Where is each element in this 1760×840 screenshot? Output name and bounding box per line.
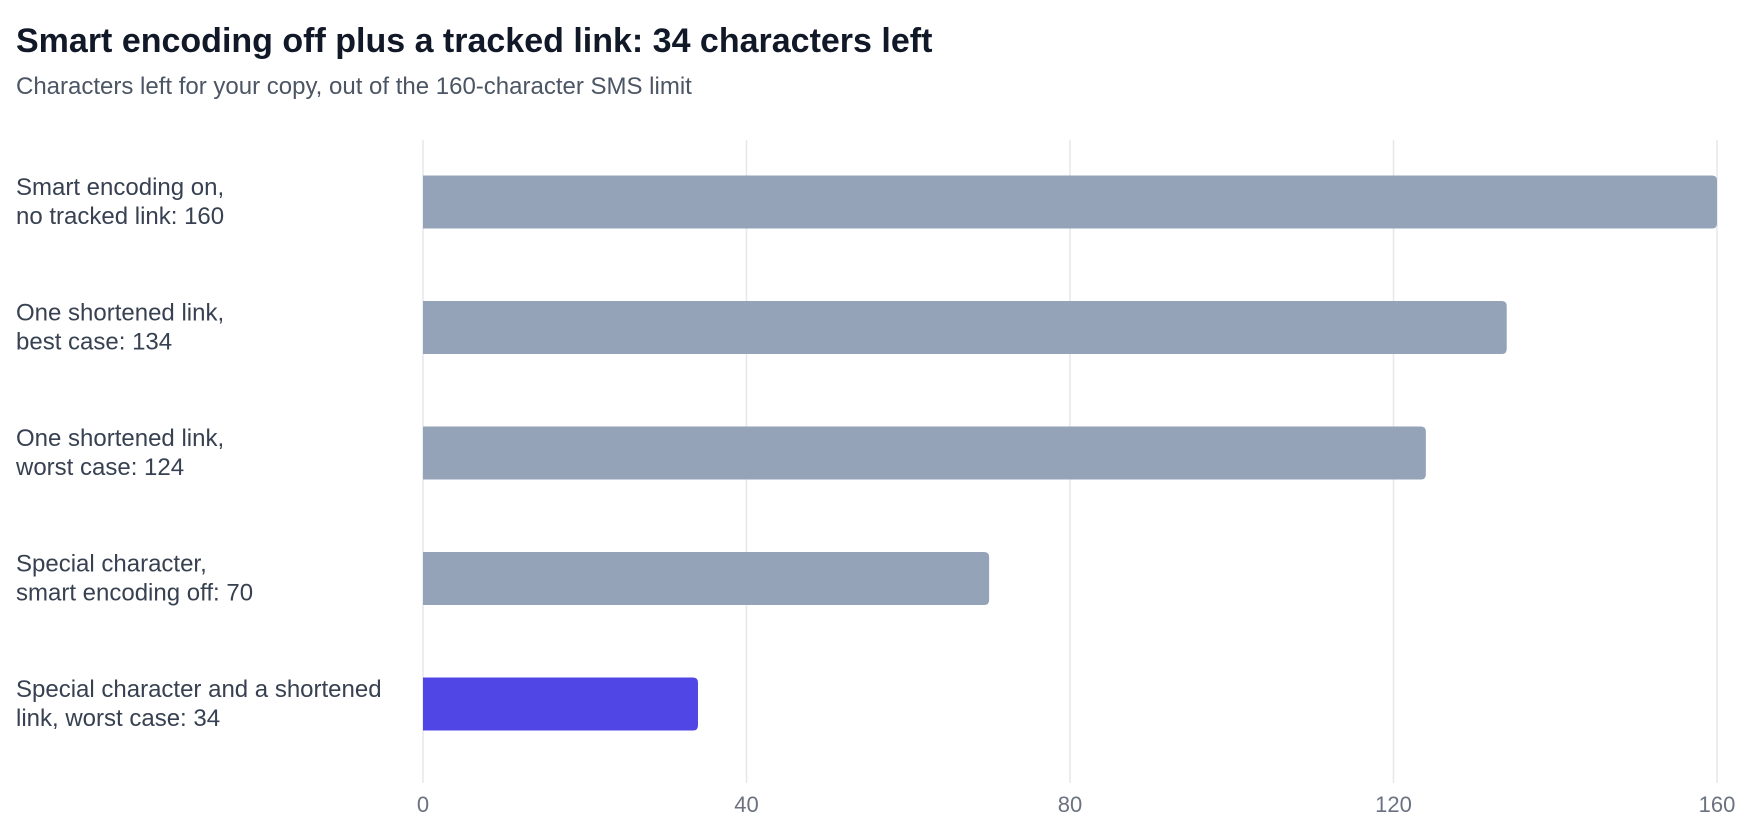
category-label: Special character, smart encoding off: 70 (16, 551, 253, 607)
x-tick-label: 40 (734, 792, 758, 817)
x-tick-label: 80 (1058, 792, 1082, 817)
x-tick-label: 0 (417, 792, 429, 817)
x-axis-ticks: 0 40 80 120 160 (417, 792, 1735, 817)
bar (423, 677, 698, 731)
bars (423, 175, 1717, 731)
category-labels: Smart encoding on, no tracked link: 160 On… (15, 174, 382, 732)
x-tick-label: 160 (1699, 792, 1736, 817)
chart-title: Smart encoding off plus a tracked link: … (16, 22, 933, 60)
category-label: One shortened link, worst case: 124 (15, 425, 224, 481)
bar (423, 552, 990, 605)
chart-subtitle: Characters left for your copy, out of th… (16, 73, 692, 100)
bar (423, 301, 1507, 354)
bar (423, 426, 1426, 480)
category-label: Special character and a shortened link, w… (16, 676, 382, 732)
category-label: Smart encoding on, no tracked link: 160 (16, 174, 224, 230)
bar (423, 175, 1717, 229)
x-tick-label: 120 (1375, 792, 1412, 817)
category-label: One shortened link, best case: 134 (16, 300, 224, 356)
